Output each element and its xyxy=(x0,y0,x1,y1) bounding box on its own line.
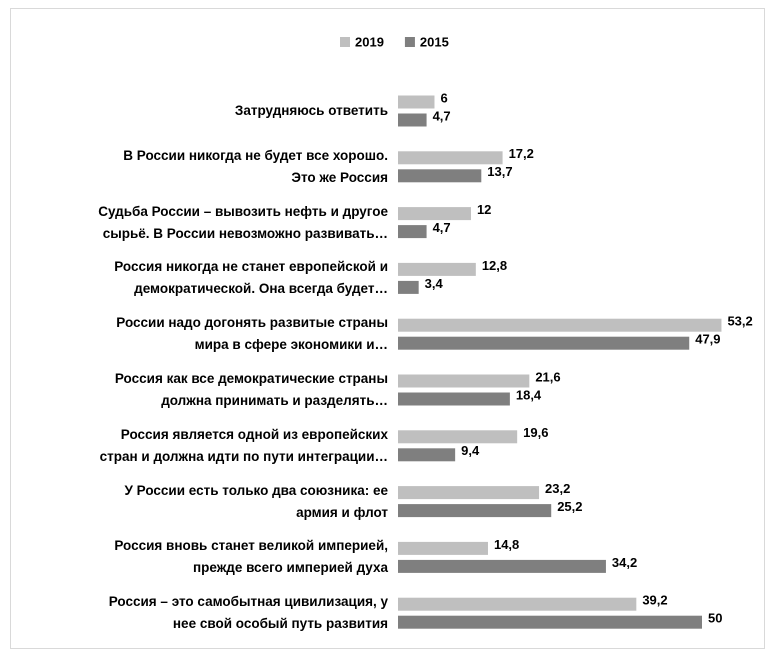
category-label: Россия является одной из европейских стр… xyxy=(99,426,388,464)
value-label: 4,7 xyxy=(433,108,451,123)
category-label: Россия вновь станет великой империей, пр… xyxy=(114,538,388,576)
value-label: 19,6 xyxy=(523,425,548,440)
bar xyxy=(398,169,482,183)
value-label: 21,6 xyxy=(535,369,560,384)
bar xyxy=(398,318,722,332)
bar xyxy=(398,95,435,109)
value-label: 6 xyxy=(440,90,447,105)
category-label: В России никогда не будет все хорошо. Эт… xyxy=(123,147,388,185)
category-label: Затрудняюсь ответить xyxy=(234,103,388,118)
bar xyxy=(398,207,471,221)
legend-swatch xyxy=(404,37,415,47)
bar xyxy=(398,280,419,294)
bar xyxy=(398,392,510,406)
value-label: 14,8 xyxy=(494,537,519,552)
value-label: 50 xyxy=(708,611,722,626)
category-label: Россия никогда не станет европейской и д… xyxy=(114,259,388,297)
value-label: 9,4 xyxy=(461,443,480,458)
bar xyxy=(398,504,552,518)
value-label: 4,7 xyxy=(433,220,451,235)
value-label: 3,4 xyxy=(425,276,444,291)
bar xyxy=(398,262,476,276)
legend-label: 2019 xyxy=(355,34,384,49)
category-label: России надо догонять развитые страны мир… xyxy=(116,315,388,353)
legend-swatch xyxy=(340,37,350,47)
category-label: Судьба России – вывозить нефть и другое … xyxy=(98,203,388,241)
value-label: 12,8 xyxy=(482,258,507,273)
bar xyxy=(398,486,540,500)
category-label: У России есть только два союзника: ее ар… xyxy=(124,482,388,520)
value-label: 25,2 xyxy=(557,499,582,514)
bar xyxy=(398,597,637,611)
bar xyxy=(398,430,518,444)
bar xyxy=(398,541,488,555)
value-label: 34,2 xyxy=(612,555,637,570)
value-label: 13,7 xyxy=(487,164,512,179)
value-label: 12 xyxy=(477,202,491,217)
value-label: 39,2 xyxy=(642,593,667,608)
category-label: Россия – это самобытная цивилизация, у н… xyxy=(108,594,388,632)
category-label: Россия как все демократические страны до… xyxy=(114,371,388,408)
bar xyxy=(398,448,456,462)
value-label: 17,2 xyxy=(509,146,534,161)
value-label: 47,9 xyxy=(695,332,720,347)
bar xyxy=(398,374,530,388)
bar xyxy=(398,113,427,127)
legend-label: 2015 xyxy=(420,34,449,49)
value-label: 53,2 xyxy=(727,314,752,329)
bar xyxy=(398,615,702,629)
bar xyxy=(398,336,690,350)
bar xyxy=(398,151,503,165)
bar xyxy=(398,225,427,239)
chart-border xyxy=(10,8,765,649)
value-label: 23,2 xyxy=(545,481,570,496)
value-label: 18,4 xyxy=(516,387,542,402)
bar xyxy=(398,559,606,573)
